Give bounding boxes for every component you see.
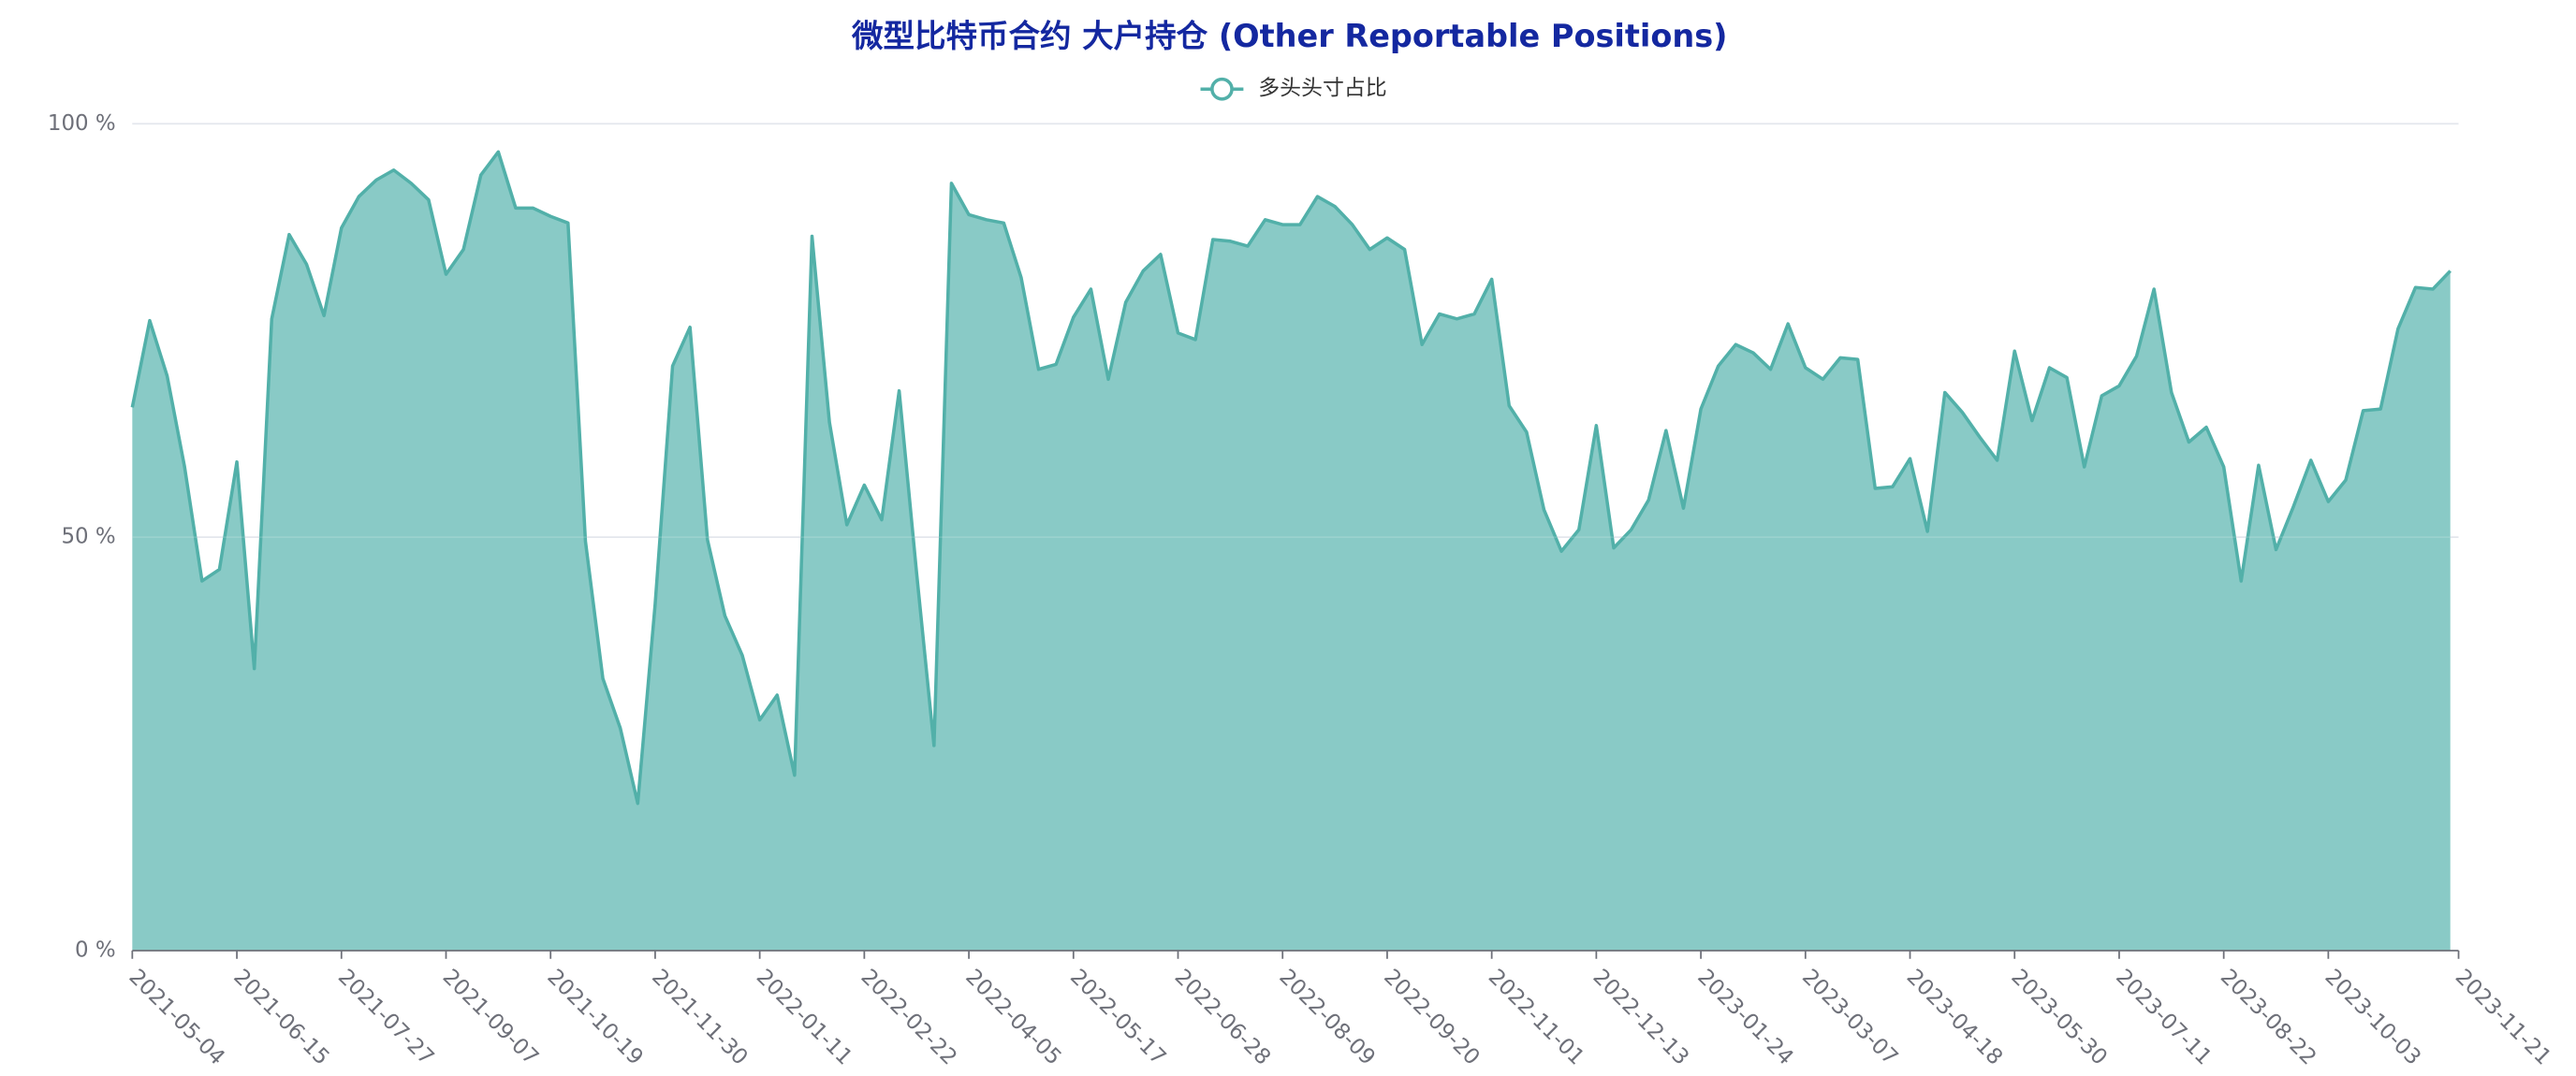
legend-label: 多头头寸占比 — [1258, 77, 1386, 101]
y-tick-label: 100 % — [48, 111, 116, 136]
x-tick-label: 2023-04-18 — [1902, 965, 2008, 1070]
x-tick-label: 2023-01-24 — [1692, 965, 1798, 1070]
area-fill — [132, 152, 2451, 951]
x-tick-label: 2021-05-04 — [124, 965, 229, 1070]
x-tick-label: 2021-06-15 — [228, 965, 334, 1070]
x-tick-label: 2022-09-20 — [1379, 965, 1485, 1070]
y-tick-label: 50 % — [61, 525, 115, 549]
y-tick-label: 0 % — [75, 938, 116, 962]
x-tick-label: 2023-08-22 — [2216, 965, 2321, 1070]
x-tick-label: 2023-07-11 — [2111, 965, 2217, 1070]
x-tick-label: 2022-05-17 — [1065, 965, 1171, 1070]
x-tick-label: 2022-11-01 — [1484, 965, 1589, 1070]
x-tick-label: 2021-10-19 — [542, 965, 648, 1070]
x-tick-label: 2021-09-07 — [438, 965, 544, 1070]
x-tick-label: 2022-08-09 — [1274, 965, 1380, 1070]
x-tick-label: 2022-01-11 — [752, 965, 857, 1070]
x-tick-label: 2023-03-07 — [1797, 965, 1903, 1070]
legend-marker — [1210, 77, 1234, 101]
x-tick-label: 2021-11-30 — [647, 965, 753, 1070]
x-tick-label: 2022-04-05 — [960, 965, 1066, 1070]
x-tick-label: 2022-12-13 — [1588, 965, 1694, 1070]
chart-title: 微型比特币合约 大户持仓 (Other Reportable Positions… — [851, 18, 1727, 54]
x-tick-label: 2023-05-30 — [2006, 965, 2112, 1070]
x-tick-label: 2022-02-22 — [856, 965, 962, 1070]
x-tick-label: 2023-10-03 — [2320, 965, 2426, 1070]
x-tick-label: 2023-11-21 — [2451, 965, 2556, 1070]
legend-item[interactable]: 多头头寸占比 — [1200, 77, 1387, 101]
x-tick-label: 2022-06-28 — [1170, 965, 1276, 1070]
area-line — [130, 150, 2452, 806]
x-tick-label: 2021-07-27 — [333, 965, 439, 1070]
